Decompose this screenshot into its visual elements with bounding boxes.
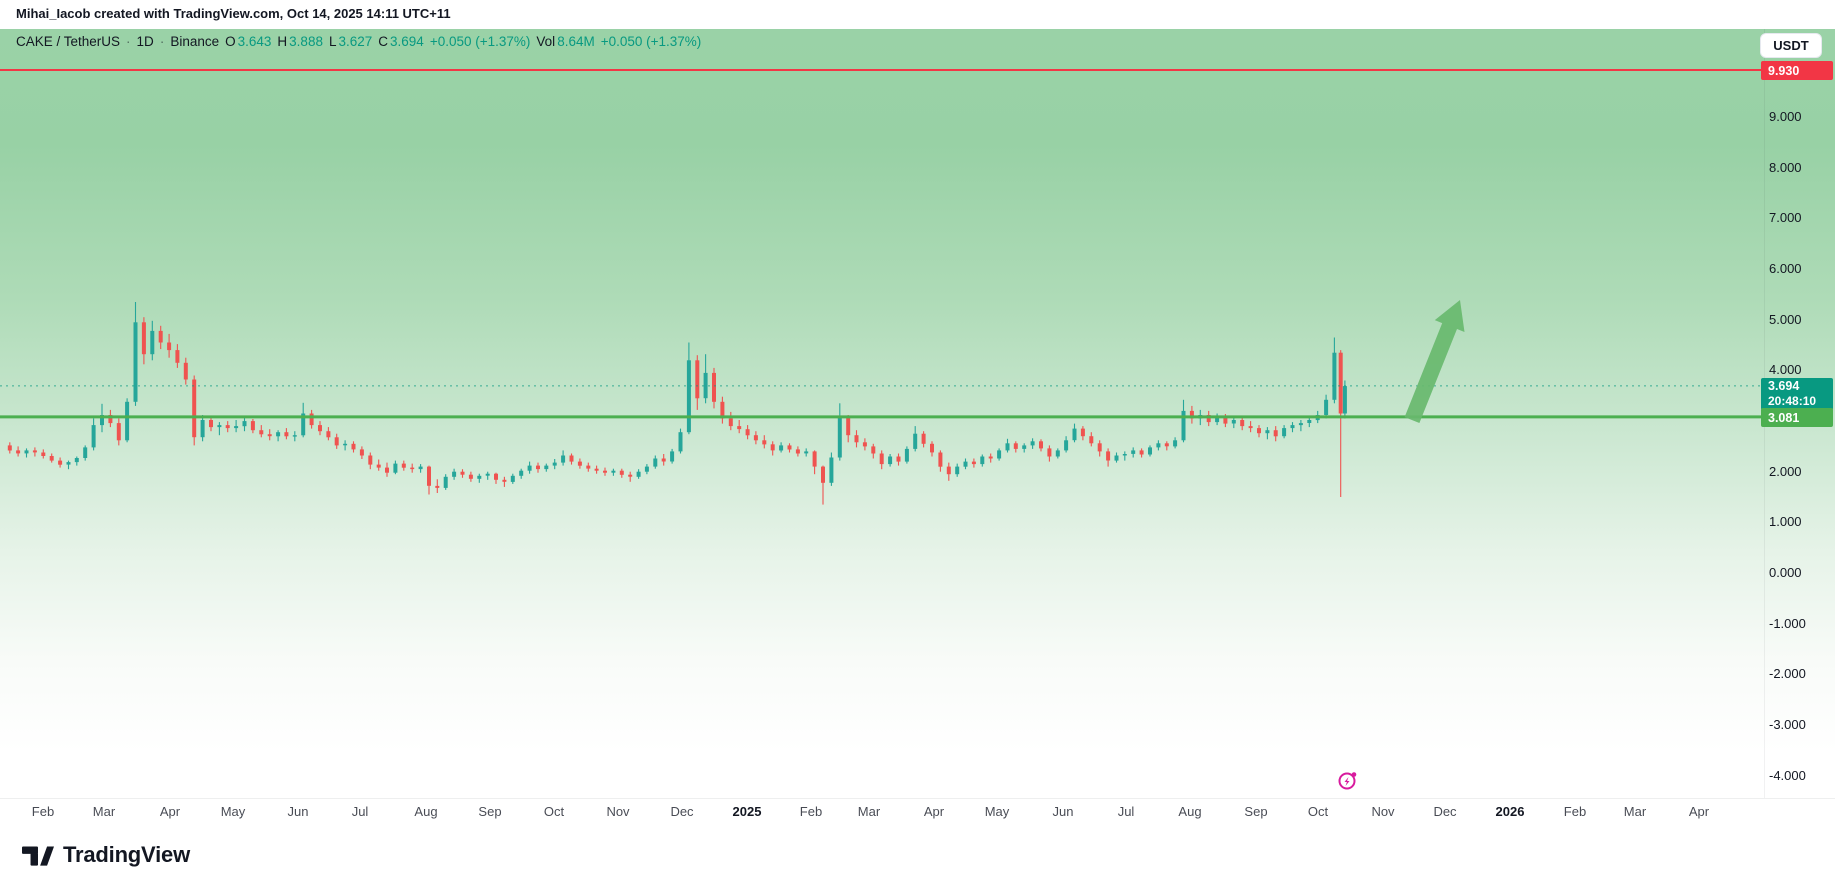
attribution-text: Mihai_Iacob created with TradingView.com… (16, 6, 451, 21)
time-tick-month: Oct (1307, 804, 1329, 819)
low-value: 3.627 (338, 34, 373, 49)
time-tick-month: Nov (1371, 804, 1395, 819)
price-tick: 5.000 (1769, 311, 1802, 327)
time-tick-month: Mar (857, 804, 881, 819)
currency-toggle-button[interactable]: USDT (1760, 33, 1822, 58)
price-tick: -2.000 (1769, 666, 1806, 682)
volume-value: 8.64M (557, 34, 595, 49)
time-tick-month: Feb (1563, 804, 1587, 819)
price-tick: 0.000 (1769, 565, 1802, 580)
time-tick-month: Feb (799, 804, 823, 819)
high-value: 3.888 (289, 34, 323, 49)
open-value: 3.643 (237, 34, 272, 49)
price-tick: 7.000 (1769, 210, 1802, 226)
volume-label: Vol (536, 34, 556, 49)
price-tick: -4.000 (1769, 767, 1806, 783)
event-marker-icon[interactable] (1338, 772, 1357, 790)
time-tick-month: Sep (478, 804, 502, 819)
time-tick-month: Feb (31, 804, 55, 819)
time-tick-year: 2025 (732, 804, 762, 819)
time-tick-month: Apr (159, 804, 181, 819)
time-tick-month: Dec (1433, 804, 1457, 819)
tradingview-wordmark: TradingView (63, 842, 190, 867)
time-tick-month: Sep (1244, 804, 1268, 819)
legend-separator: · (159, 34, 165, 49)
bullish-arrow-drawing[interactable] (1404, 300, 1465, 423)
time-tick-month: Jul (1117, 804, 1135, 819)
time-tick-month: Apr (923, 804, 945, 819)
time-axis[interactable]: Feb Mar Apr May Jun Jul Aug Sep Oct Nov Dec 2025 Feb… (0, 798, 1835, 825)
symbol-name[interactable]: CAKE / TetherUS (16, 34, 121, 49)
volume-change-value: +0.050 (+1.37%) (600, 34, 702, 49)
price-axis[interactable]: 9.000 8.000 7.000 6.000 5.000 4.000 2.000 1.000… (1764, 29, 1835, 798)
resistance-price-value: 9.930 (1768, 63, 1800, 78)
low-label: L (328, 34, 337, 49)
interval-label[interactable]: 1D (136, 34, 154, 49)
price-tick: 8.000 (1769, 159, 1802, 175)
last-price-value: 3.694 (1768, 379, 1800, 393)
chart-gradient-background (0, 29, 1835, 798)
tradingview-logo-mark (22, 846, 54, 866)
candles-layer[interactable] (7, 302, 1347, 505)
price-tick: 2.000 (1769, 463, 1802, 479)
close-value: 3.694 (390, 34, 424, 49)
time-tick-month: May (220, 804, 246, 819)
time-tick-month: Apr (1688, 804, 1710, 819)
support-price-value: 3.081 (1768, 410, 1800, 425)
price-tick: 4.000 (1769, 362, 1802, 378)
time-tick-month: Jun (287, 804, 309, 819)
time-tick-month: Aug (1178, 804, 1202, 819)
support-price-label[interactable]: 3.081 (1761, 408, 1833, 427)
time-tick-month: Mar (92, 804, 116, 819)
high-label: H (277, 34, 288, 49)
price-tick: 9.000 (1769, 109, 1802, 125)
exchange-name[interactable]: Binance (170, 34, 220, 49)
time-tick-month: May (984, 804, 1010, 819)
time-tick-year: 2026 (1495, 804, 1525, 819)
time-tick-month: Oct (543, 804, 565, 819)
change-value: +0.050 (+1.37%) (429, 34, 531, 49)
time-tick-month: Jun (1052, 804, 1074, 819)
price-tick: -3.000 (1769, 716, 1806, 732)
time-tick-month: Mar (1623, 804, 1647, 819)
price-tick: 1.000 (1769, 514, 1802, 530)
resistance-price-label[interactable]: 9.930 (1761, 61, 1833, 80)
bar-countdown: 20:48:10 (1768, 394, 1817, 408)
price-tick: -1.000 (1769, 615, 1806, 631)
tradingview-logo[interactable]: TradingView (22, 842, 190, 868)
time-tick-month: Jul (351, 804, 369, 819)
open-label: O (225, 34, 236, 49)
time-tick-month: Dec (670, 804, 694, 819)
close-label: C (378, 34, 389, 49)
time-tick-month: Aug (414, 804, 438, 819)
legend-separator: · (126, 34, 131, 49)
price-tick: 6.000 (1769, 261, 1802, 277)
last-price-label[interactable]: 3.694 20:48:10 (1761, 378, 1833, 410)
time-tick-month: Nov (606, 804, 630, 819)
